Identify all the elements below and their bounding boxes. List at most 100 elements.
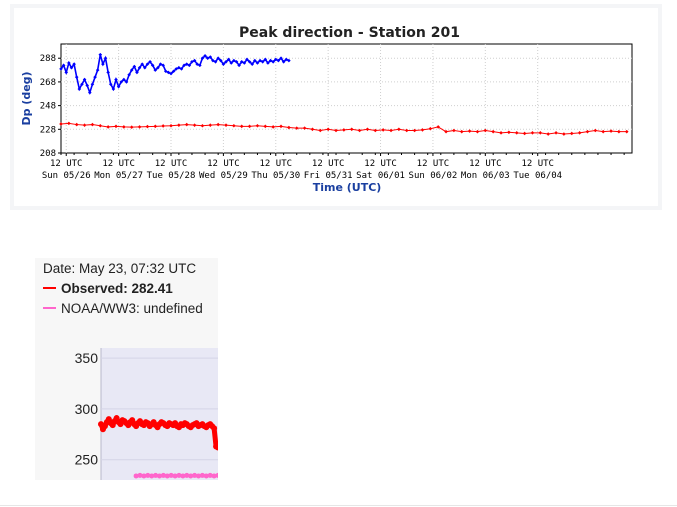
model-point xyxy=(211,473,217,479)
data-point-blue xyxy=(140,62,144,66)
data-point-red xyxy=(326,127,330,132)
mini-plot-area xyxy=(101,348,218,480)
data-point-blue xyxy=(150,63,155,68)
model-point xyxy=(149,473,155,479)
data-point-red xyxy=(318,128,323,133)
data-point-blue xyxy=(137,65,142,70)
data-point-blue xyxy=(59,67,63,71)
data-point-blue xyxy=(114,77,118,82)
data-point-blue xyxy=(67,61,71,65)
data-point-red xyxy=(444,129,448,134)
interactive-chart[interactable]: 350 300 250 xyxy=(35,258,218,480)
data-point-red xyxy=(287,125,291,130)
plot-area xyxy=(60,43,633,154)
data-point-blue xyxy=(263,57,268,62)
data-point-blue xyxy=(156,65,160,70)
data-point-red xyxy=(247,124,252,129)
data-point-blue xyxy=(208,55,213,59)
model-point xyxy=(196,473,201,479)
data-point-blue xyxy=(88,90,92,95)
data-point-blue xyxy=(103,56,108,61)
data-point-blue xyxy=(260,59,265,64)
series-line-blue xyxy=(60,54,290,96)
data-point-blue xyxy=(145,62,150,66)
data-point-blue xyxy=(255,61,260,65)
data-point-blue xyxy=(161,63,165,68)
data-point-blue xyxy=(190,59,194,64)
data-point-red xyxy=(475,129,480,134)
data-point-red xyxy=(224,123,228,127)
data-point-blue xyxy=(247,59,252,64)
data-point-blue xyxy=(101,62,105,66)
data-point-red xyxy=(577,131,582,135)
data-point-red xyxy=(232,123,236,128)
data-point-red xyxy=(514,131,519,135)
model-point xyxy=(207,472,213,478)
data-point-blue xyxy=(271,59,275,64)
x-tick-label-date: Mon 05/27 xyxy=(94,171,143,181)
mini-y-tick-label: 300 xyxy=(75,401,99,417)
data-point-blue xyxy=(64,70,69,75)
observed-point xyxy=(215,444,218,451)
tooltip-model-value: NOAA/WW3: undefined xyxy=(61,301,203,316)
data-point-blue xyxy=(226,57,231,62)
data-point-red xyxy=(342,128,346,132)
data-point-blue xyxy=(224,59,228,64)
data-point-blue xyxy=(95,68,100,72)
data-point-red xyxy=(522,131,527,136)
model-point xyxy=(192,472,198,478)
data-point-blue xyxy=(148,59,152,64)
data-point-red xyxy=(161,124,165,128)
data-point-blue xyxy=(182,63,186,68)
data-point-blue xyxy=(284,57,289,62)
x-tick-label-date: Sun 05/26 xyxy=(42,171,91,181)
data-point-blue xyxy=(221,62,226,66)
data-point-red xyxy=(271,125,275,129)
data-point-blue xyxy=(153,68,158,72)
data-point-red xyxy=(491,129,495,134)
y-tick-label: 228 xyxy=(40,125,56,135)
data-point-blue xyxy=(106,70,110,75)
data-point-red xyxy=(153,124,158,129)
tooltip-model: NOAA/WW3: undefined xyxy=(43,301,203,316)
model-point xyxy=(168,472,174,478)
data-point-blue xyxy=(276,58,281,63)
data-point-red xyxy=(169,123,173,128)
x-tick-label-date: Tue 06/04 xyxy=(513,171,562,181)
data-point-blue xyxy=(69,65,74,70)
model-point xyxy=(137,472,143,478)
data-point-blue xyxy=(171,69,176,74)
data-point-red xyxy=(200,123,205,128)
data-point-red xyxy=(507,130,511,135)
x-tick-label-date: Thu 05/30 xyxy=(251,171,300,181)
data-point-red xyxy=(357,128,362,133)
model-point xyxy=(164,473,170,479)
data-point-red xyxy=(184,122,189,127)
data-point-red xyxy=(145,124,150,129)
data-point-blue xyxy=(203,54,207,58)
data-point-red xyxy=(82,123,87,127)
data-point-blue xyxy=(135,70,139,75)
data-point-blue xyxy=(250,62,255,66)
data-point-blue xyxy=(85,83,89,88)
model-point xyxy=(180,473,186,479)
data-point-blue xyxy=(143,65,147,70)
data-point-red xyxy=(412,128,417,133)
y-tick-label: 288 xyxy=(40,54,56,64)
x-tick-label-hour: 12 UTC xyxy=(207,159,240,169)
data-point-blue xyxy=(116,84,121,89)
x-tick-label-date: Sun 06/02 xyxy=(409,171,458,181)
data-point-red xyxy=(562,132,566,136)
data-point-blue xyxy=(122,77,126,82)
data-point-blue xyxy=(74,75,79,79)
data-point-red xyxy=(208,123,213,127)
data-point-blue xyxy=(158,62,163,66)
data-point-red xyxy=(428,126,433,131)
model-point xyxy=(141,473,147,479)
data-point-blue xyxy=(287,58,291,63)
data-point-red xyxy=(122,125,126,129)
chart-tooltip: Date: May 23, 07:32 UTC Observed: 282.41… xyxy=(35,258,218,328)
data-point-blue xyxy=(108,82,113,87)
tooltip-date: Date: May 23, 07:32 UTC xyxy=(43,261,197,276)
